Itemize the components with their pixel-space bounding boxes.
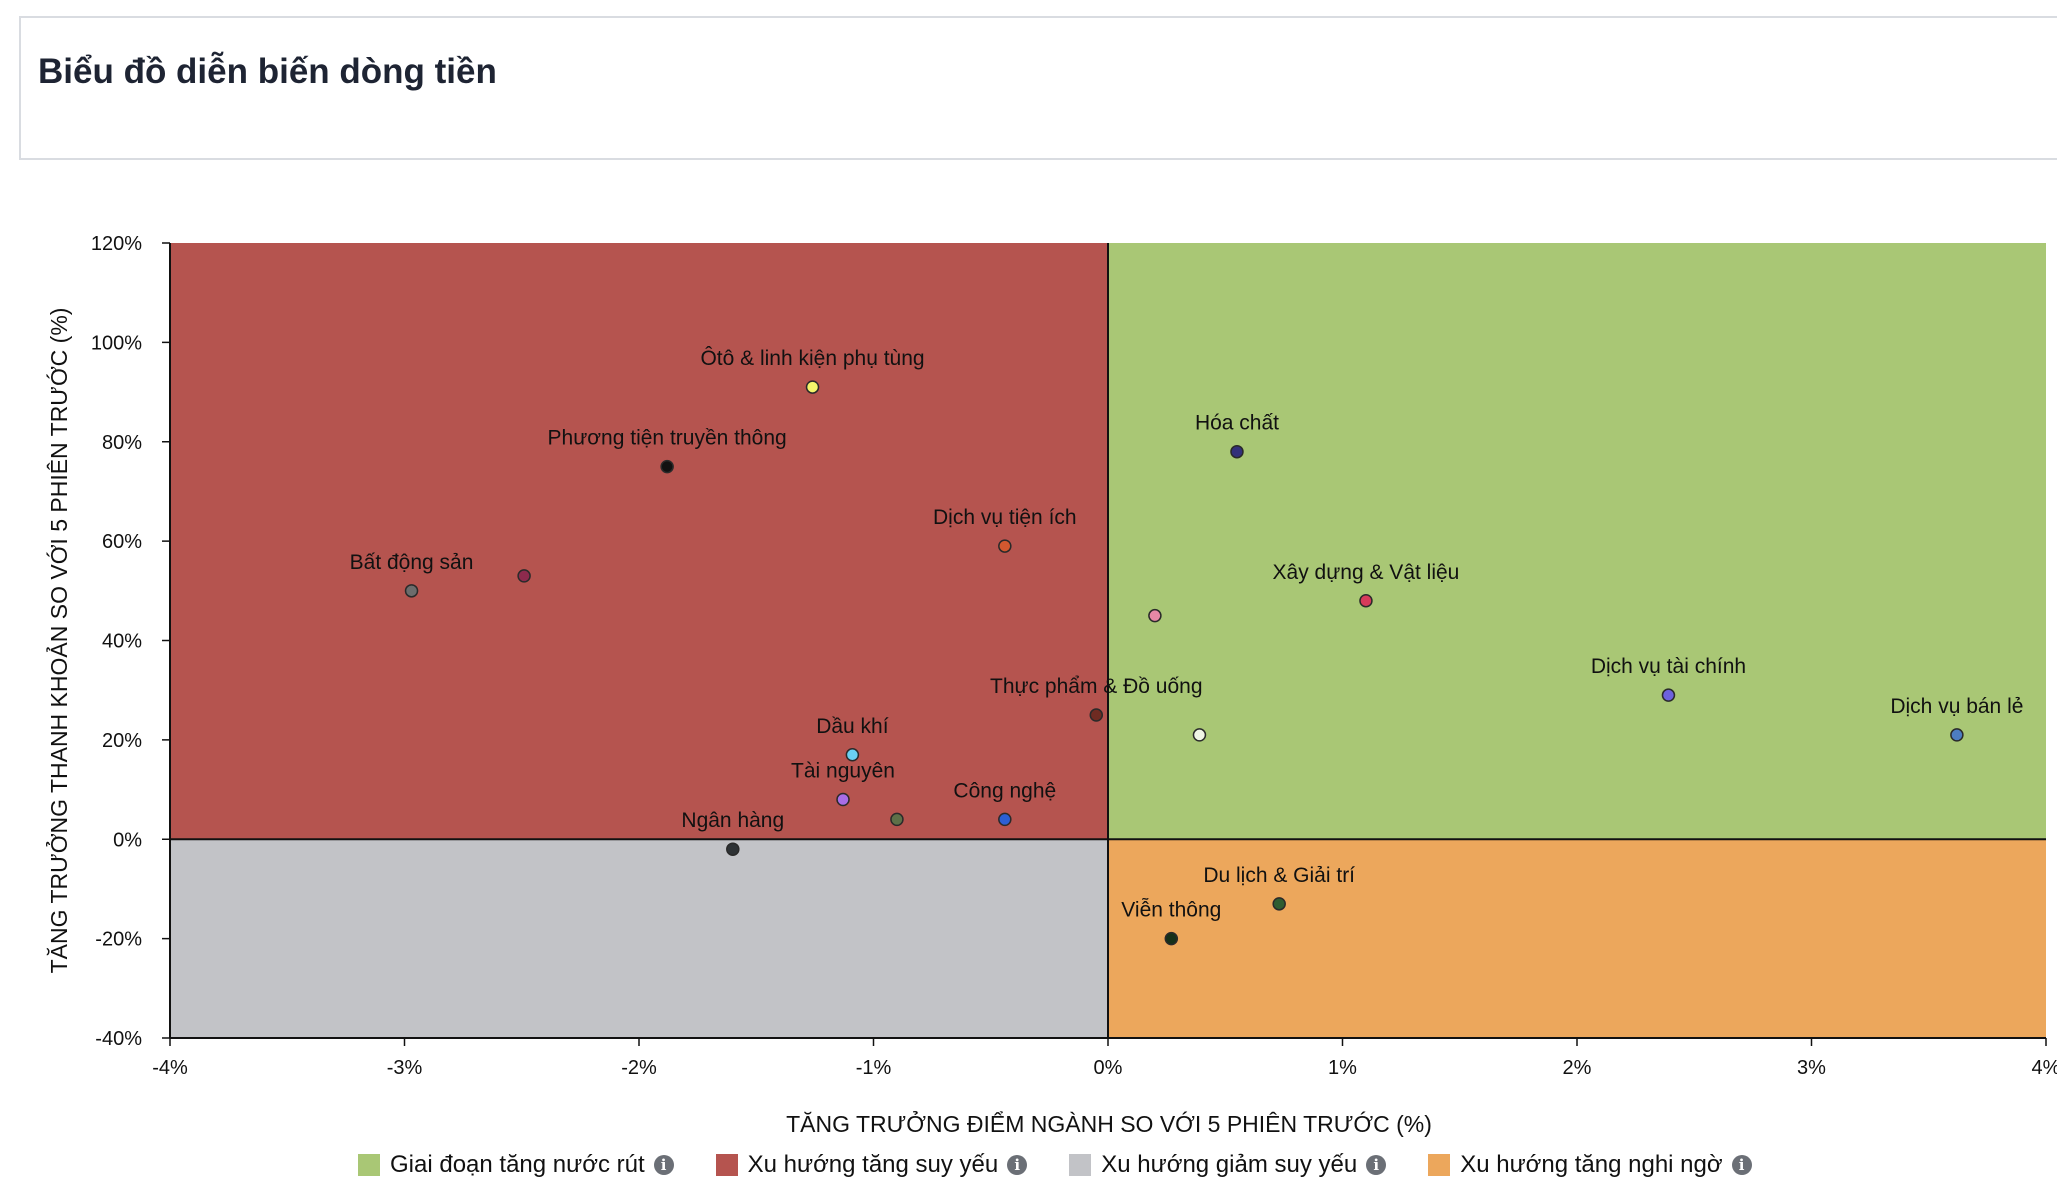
data-point <box>845 748 860 762</box>
legend-swatch <box>358 1154 380 1176</box>
data-point <box>1192 728 1207 742</box>
legend-item-sprint-phase[interactable]: Giai đoạn tăng nước rút i <box>358 1151 674 1179</box>
x-tick-label: 0% <box>1094 1057 1123 1079</box>
x-axis-title: TĂNG TRƯỞNG ĐIỂM NGÀNH SO VỚI 5 PHIÊN TR… <box>786 1109 1432 1137</box>
y-tick-label: 0% <box>113 829 142 851</box>
y-tick-label: -20% <box>95 929 142 951</box>
point-label: Dịch vụ tài chính <box>1591 655 1746 678</box>
legend-item-weakening-downtrend[interactable]: Xu hướng giảm suy yếu i <box>1069 1151 1387 1179</box>
x-tick-label: 2% <box>1563 1057 1592 1079</box>
x-tick-label: -3% <box>387 1057 423 1079</box>
data-point <box>805 380 820 394</box>
data-point <box>404 584 419 598</box>
point-label: Viễn thông <box>1121 899 1221 922</box>
legend-item-doubtful-uptrend[interactable]: Xu hướng tăng nghi ngờ i <box>1428 1151 1752 1179</box>
data-points: Ôtô & linh kiện phụ tùng Phương tiện truy… <box>350 347 2023 946</box>
point-label: Dầu khí <box>816 715 889 738</box>
quadrant-2 <box>170 839 1108 1038</box>
data-point <box>517 569 531 583</box>
quadrant-1 <box>170 243 1108 840</box>
legend-label: Xu hướng tăng suy yếu <box>747 1151 999 1178</box>
point-label: Hóa chất <box>1195 412 1279 435</box>
legend-item-weakening-uptrend[interactable]: Xu hướng tăng suy yếu i <box>715 1151 1028 1179</box>
x-tick-label: -4% <box>152 1057 188 1079</box>
x-tick-label: 4% <box>2032 1057 2057 1079</box>
point-label: Ôtô & linh kiện phụ tùng <box>700 347 924 370</box>
point-label: Dịch vụ bán lẻ <box>1890 695 2023 718</box>
legend-swatch <box>1428 1154 1451 1176</box>
data-point <box>1164 931 1179 946</box>
legend-label: Xu hướng giảm suy yếu <box>1101 1151 1358 1178</box>
quadrant-0 <box>1108 243 2046 840</box>
data-point <box>998 812 1012 827</box>
data-point <box>1950 728 1964 742</box>
y-tick-label: 60% <box>102 531 142 553</box>
data-point <box>1661 688 1676 702</box>
point-label: Xây dựng & Vật liệu <box>1273 561 1460 584</box>
data-point <box>1148 608 1162 623</box>
legend-label: Xu hướng tăng nghi ngờ <box>1460 1151 1723 1178</box>
legend-label: Giai đoạn tăng nước rút <box>390 1151 645 1178</box>
data-point <box>1359 594 1373 608</box>
chart-header-panel <box>19 16 2057 160</box>
legend: Giai đoạn tăng nước rút i Xu hướng tăng … <box>358 1151 1794 1179</box>
y-tick-label: 20% <box>102 730 142 752</box>
y-tick-label: 120% <box>91 233 142 255</box>
y-tick-label: -40% <box>95 1028 142 1050</box>
data-point <box>998 539 1012 553</box>
data-point <box>836 792 850 807</box>
data-point <box>890 812 904 827</box>
legend-swatch <box>1069 1154 1092 1176</box>
point-label: Ngân hàng <box>681 809 784 832</box>
data-point <box>1230 444 1244 459</box>
legend-swatch <box>715 1154 738 1176</box>
point-label: Thực phẩm & Đồ uống <box>990 675 1203 698</box>
y-tick-label: 100% <box>91 332 142 354</box>
data-point <box>726 842 740 856</box>
point-label: Du lịch & Giải trí <box>1203 864 1355 887</box>
point-label: Tài nguyên <box>791 760 895 783</box>
y-axis-title: TĂNG TRƯỞNG THANH KHOẢN SO VỚI 5 PHIÊN T… <box>44 308 72 974</box>
point-label: Dịch vụ tiện ích <box>933 506 1077 529</box>
x-tick-label: 1% <box>1328 1057 1357 1079</box>
data-point <box>660 459 674 474</box>
x-tick-label: -2% <box>621 1057 657 1079</box>
info-icon[interactable]: i <box>1366 1155 1387 1175</box>
x-tick-label: 3% <box>1797 1057 1826 1079</box>
tick-labels: -4% -3% -2% -1% 0% 1% 2% 3% 4% 120% 100% 80% 60% 40% 2… <box>91 233 2057 1079</box>
info-icon[interactable]: i <box>653 1155 674 1175</box>
point-label: Bất động sản <box>350 551 474 574</box>
info-icon[interactable]: i <box>1731 1155 1752 1175</box>
x-tick-label: -1% <box>856 1057 892 1079</box>
quadrant-3 <box>1108 839 2046 1038</box>
data-point <box>1089 708 1104 722</box>
page-title: Biểu đồ diễn biến dòng tiền <box>38 52 497 91</box>
info-icon[interactable]: i <box>1007 1155 1028 1175</box>
y-tick-label: 40% <box>102 631 142 653</box>
y-tick-label: 80% <box>102 432 142 454</box>
data-point <box>1272 897 1286 911</box>
quadrant-backgrounds <box>170 243 2046 1038</box>
point-label: Công nghệ <box>953 779 1056 802</box>
point-label: Phương tiện truyền thông <box>548 427 787 450</box>
